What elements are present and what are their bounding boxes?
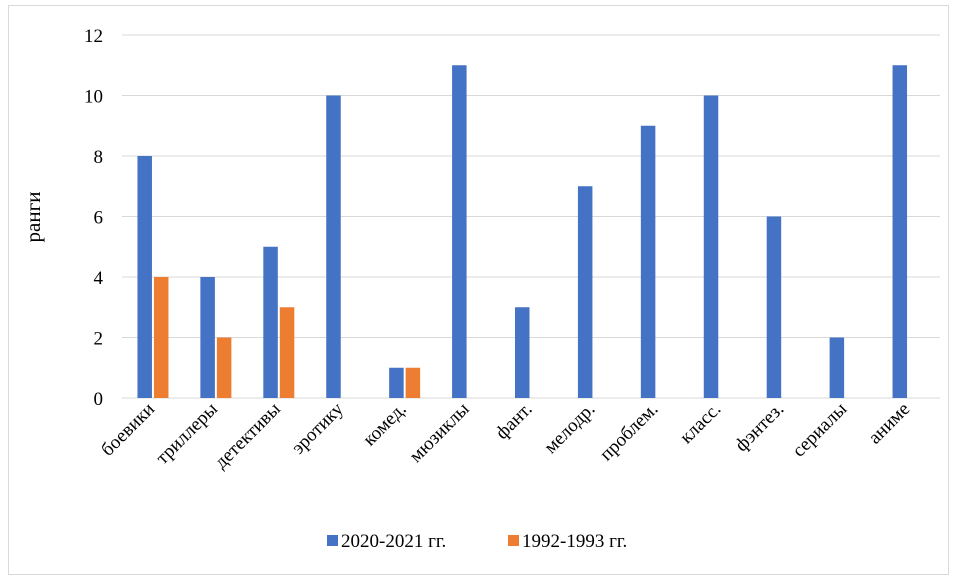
legend-label: 2020-2021 гг. xyxy=(341,531,446,552)
x-tick-label: мелодр. xyxy=(540,399,599,458)
legend-label: 1992-1993 гг. xyxy=(522,531,627,552)
bar xyxy=(153,277,169,398)
bar xyxy=(263,246,278,398)
x-tick-label: фэнтез. xyxy=(731,399,788,456)
x-tick-label: комед. xyxy=(359,399,411,451)
y-axis-title: ранги xyxy=(21,192,45,243)
y-tick-label: 0 xyxy=(94,389,104,410)
bar xyxy=(829,337,845,398)
bar xyxy=(515,307,530,398)
x-tick-label: фант. xyxy=(492,399,537,444)
x-tick-label: боевики xyxy=(97,399,159,461)
y-tick-label: 4 xyxy=(94,268,104,289)
bar xyxy=(892,65,908,398)
legend: 2020-2021 гг. 1992-1993 гг. xyxy=(327,531,627,552)
bar xyxy=(405,367,421,398)
bars xyxy=(137,65,908,398)
gridlines xyxy=(122,34,940,399)
y-tick-label: 6 xyxy=(94,208,104,229)
legend-swatch xyxy=(508,535,519,546)
bar xyxy=(326,95,341,398)
x-tick-label: мюзиклы xyxy=(405,399,473,467)
y-axis-ticks: 0 2 4 6 8 10 12 xyxy=(84,26,104,410)
x-tick-label: эротику xyxy=(288,398,348,458)
bar xyxy=(452,65,467,398)
y-tick-label: 12 xyxy=(84,26,103,47)
y-tick-label: 8 xyxy=(94,147,104,168)
bar xyxy=(137,156,152,398)
y-tick-label: 2 xyxy=(94,329,104,350)
legend-swatch xyxy=(327,535,338,546)
bar xyxy=(577,186,593,398)
x-tick-label: аниме xyxy=(864,399,914,449)
y-tick-label: 10 xyxy=(84,87,103,108)
bar xyxy=(216,337,232,398)
x-tick-label: сериалы xyxy=(788,399,851,462)
x-tick-label: проблем. xyxy=(596,399,663,466)
x-tick-label: класс. xyxy=(676,399,725,448)
bar xyxy=(766,216,782,398)
x-tick-label: детективы xyxy=(211,399,285,473)
bar xyxy=(640,125,656,398)
bar xyxy=(703,95,719,398)
bar xyxy=(279,307,295,398)
bar xyxy=(389,367,404,398)
bar xyxy=(200,277,215,398)
